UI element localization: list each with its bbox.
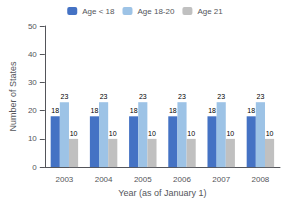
svg-text:23: 23	[178, 93, 186, 100]
svg-text:Year (as of January 1): Year (as of January 1)	[118, 188, 206, 198]
svg-text:10: 10	[266, 130, 274, 137]
svg-text:23: 23	[139, 93, 147, 100]
svg-text:Age < 18: Age < 18	[82, 7, 115, 16]
svg-text:2005: 2005	[134, 175, 152, 184]
svg-text:2008: 2008	[252, 175, 270, 184]
svg-text:2004: 2004	[95, 175, 113, 184]
svg-text:10: 10	[70, 130, 78, 137]
svg-text:23: 23	[61, 93, 69, 100]
svg-text:50: 50	[28, 22, 37, 31]
svg-text:10: 10	[109, 130, 117, 137]
svg-text:18: 18	[169, 107, 177, 114]
svg-text:23: 23	[217, 93, 225, 100]
svg-text:18: 18	[91, 107, 99, 114]
svg-text:2003: 2003	[56, 175, 74, 184]
svg-text:10: 10	[226, 130, 234, 137]
svg-text:0: 0	[32, 163, 37, 172]
svg-text:10: 10	[148, 130, 156, 137]
svg-text:10: 10	[28, 134, 37, 143]
svg-text:40: 40	[28, 50, 37, 59]
svg-text:10: 10	[187, 130, 195, 137]
svg-text:20: 20	[28, 106, 37, 115]
svg-text:Age 21: Age 21	[197, 7, 223, 16]
svg-text:Number of States: Number of States	[8, 61, 18, 132]
svg-text:Age 18-20: Age 18-20	[137, 7, 174, 16]
svg-text:18: 18	[130, 107, 138, 114]
svg-text:18: 18	[247, 107, 255, 114]
svg-text:18: 18	[51, 107, 59, 114]
svg-text:2006: 2006	[173, 175, 191, 184]
svg-text:18: 18	[208, 107, 216, 114]
svg-text:2007: 2007	[212, 175, 230, 184]
svg-text:23: 23	[100, 93, 108, 100]
svg-text:30: 30	[28, 78, 37, 87]
svg-text:23: 23	[257, 93, 265, 100]
